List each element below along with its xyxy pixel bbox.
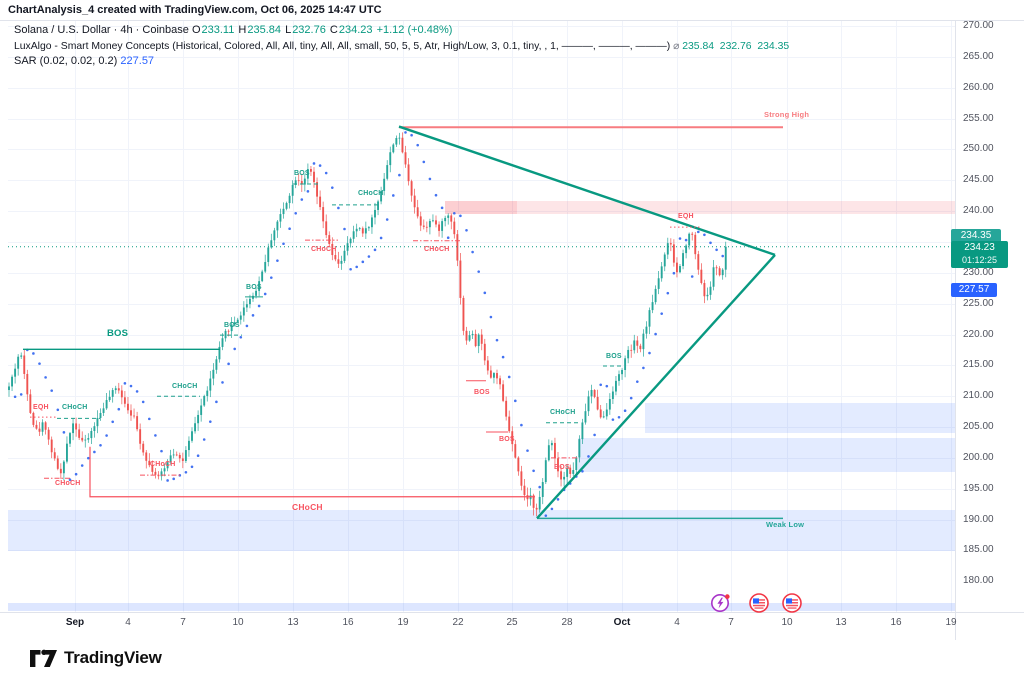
smc-indicator-title: LuxAlgo - Smart Money Concepts (Historic… bbox=[14, 40, 671, 52]
weak-low-label: Weak Low bbox=[766, 520, 805, 529]
price-tick: 180.00 bbox=[963, 575, 994, 587]
bos-label: BOS bbox=[606, 353, 622, 360]
time-tick: 25 bbox=[506, 617, 518, 628]
bar-countdown: 01:12:25 bbox=[961, 255, 998, 265]
bos-label: BOS bbox=[246, 284, 262, 291]
bos-label: BOS bbox=[294, 170, 310, 177]
bos-label: BOS bbox=[224, 322, 240, 329]
time-tick: 19 bbox=[945, 617, 957, 628]
time-tick: Oct bbox=[613, 617, 631, 628]
average-symbol: ⌀ bbox=[673, 40, 680, 52]
bos-label: BOS bbox=[499, 436, 515, 443]
indicator-legend-smc[interactable]: LuxAlgo - Smart Money Concepts (Historic… bbox=[14, 39, 789, 55]
price-tick: 215.00 bbox=[963, 359, 994, 371]
price-tick: 225.00 bbox=[963, 297, 994, 309]
time-tick: 19 bbox=[397, 617, 409, 628]
crypto-lightning-icon[interactable] bbox=[710, 592, 732, 614]
choch-label: CHoCH bbox=[358, 190, 384, 197]
tradingview-logo-text: TradingView bbox=[64, 648, 162, 667]
eqh-label: EQH bbox=[678, 213, 694, 220]
time-tick: 4 bbox=[674, 617, 680, 628]
price-tick: 220.00 bbox=[963, 328, 994, 340]
time-axis-divider bbox=[0, 612, 1024, 613]
choch-label: CHoCH bbox=[62, 404, 88, 411]
price-tick: 270.00 bbox=[963, 20, 994, 31]
us-flag-icon[interactable] bbox=[781, 592, 803, 614]
price-tick: 210.00 bbox=[963, 390, 994, 402]
eqh-label: EQH bbox=[33, 404, 49, 411]
time-tick: 13 bbox=[287, 617, 299, 628]
price-tick: 185.00 bbox=[963, 544, 994, 556]
sar-indicator-title: SAR (0.02, 0.02, 0.2) bbox=[14, 55, 118, 67]
symbol-legend-row[interactable]: Solana / U.S. Dollar · 4h · Coinbase O23… bbox=[14, 23, 789, 39]
price-tick: 255.00 bbox=[963, 112, 994, 124]
sar-value: 227.57 bbox=[120, 55, 155, 67]
sar-price-badge: 227.57 bbox=[951, 283, 997, 297]
choch-label: CHoCH bbox=[55, 480, 81, 487]
price-tick: 240.00 bbox=[963, 205, 994, 217]
last-price-badge: 234.23 01:12:25 bbox=[951, 241, 1008, 268]
tradingview-logo[interactable]: TradingView bbox=[30, 648, 162, 668]
time-tick: 22 bbox=[452, 617, 464, 628]
time-tick: 28 bbox=[561, 617, 573, 628]
price-tick: 245.00 bbox=[963, 174, 994, 186]
export-title: ChartAnalysis_4 created with TradingView… bbox=[8, 4, 382, 16]
price-axis-divider bbox=[955, 20, 956, 640]
price-tick: 265.00 bbox=[963, 50, 994, 62]
us-flag-icon[interactable] bbox=[748, 592, 770, 614]
time-tick: 16 bbox=[890, 617, 902, 628]
price-tick: 250.00 bbox=[963, 143, 994, 155]
strong-high-label: Strong High bbox=[764, 110, 810, 119]
time-tick: 7 bbox=[728, 617, 734, 628]
smc-values: 235.84 232.76 234.35 bbox=[682, 40, 790, 52]
choch-label: CHoCH bbox=[550, 409, 576, 416]
price-tick: 230.00 bbox=[963, 266, 994, 278]
time-tick: Sep bbox=[65, 617, 85, 628]
tradingview-logo-icon bbox=[30, 649, 57, 667]
price-tick: 200.00 bbox=[963, 451, 994, 463]
price-tick: 190.00 bbox=[963, 513, 994, 525]
choch-label: CHoCH bbox=[172, 383, 198, 390]
time-tick: 10 bbox=[232, 617, 244, 628]
choch-label: CHoCH bbox=[150, 461, 176, 468]
symbol-title: Solana / U.S. Dollar · 4h · Coinbase bbox=[14, 24, 189, 36]
header-divider bbox=[0, 20, 1024, 21]
bos-label: BOS bbox=[107, 328, 129, 339]
time-tick: 13 bbox=[835, 617, 847, 628]
bos-label: BOS bbox=[474, 389, 490, 396]
choch-label: CHoCH bbox=[424, 246, 450, 253]
time-tick: 4 bbox=[125, 617, 131, 628]
price-change: +1.12 (+0.48%) bbox=[376, 24, 453, 36]
ohlc-readout: O233.11 H235.84 L232.76 C234.23 +1.12 (+… bbox=[191, 24, 453, 36]
choch-label: CHoCH bbox=[311, 246, 337, 253]
time-tick: 10 bbox=[781, 617, 793, 628]
smc-average-badge: 234.35 bbox=[951, 229, 1001, 243]
choch-label: CHoCH bbox=[292, 502, 323, 512]
chart-legend: Solana / U.S. Dollar · 4h · Coinbase O23… bbox=[14, 23, 789, 70]
price-tick: 260.00 bbox=[963, 81, 994, 93]
bos-label: BOS bbox=[554, 464, 570, 471]
indicator-legend-sar[interactable]: SAR (0.02, 0.02, 0.2) 227.57 bbox=[14, 54, 789, 70]
price-tick: 205.00 bbox=[963, 421, 994, 433]
price-tick: 195.00 bbox=[963, 482, 994, 494]
time-tick: 7 bbox=[180, 617, 186, 628]
time-tick: 16 bbox=[342, 617, 354, 628]
